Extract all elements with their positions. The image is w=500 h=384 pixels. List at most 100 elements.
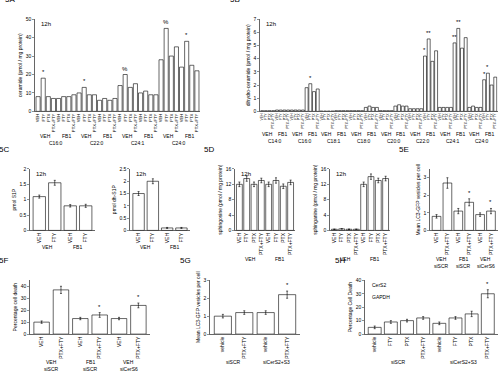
svg-text:FTY: FTY [82, 113, 87, 121]
svg-text:PTX+FTY: PTX+FTY [287, 232, 293, 255]
svg-text:VEH: VEH [438, 113, 442, 121]
svg-text:1: 1 [24, 196, 27, 202]
svg-text:PTX+FTY: PTX+FTY [493, 113, 497, 129]
svg-text:PTX: PTX [401, 113, 405, 120]
svg-text:PTX+FTY: PTX+FTY [382, 232, 388, 255]
svg-text:0: 0 [124, 227, 127, 233]
svg-text:PTX+FTY: PTX+FTY [420, 336, 426, 359]
svg-text:FTY: FTY [338, 232, 344, 242]
svg-text:VEH: VEH [436, 256, 447, 262]
svg-text:PTX: PTX [342, 113, 346, 120]
svg-text:pmol dh-S1P: pmol dh-S1P [111, 185, 117, 215]
svg-text:FTY: FTY [102, 113, 107, 121]
svg-text:**: ** [452, 34, 457, 40]
svg-text:PTX: PTX [357, 113, 361, 120]
svg-text:FTY: FTY [41, 113, 46, 121]
svg-text:FTY: FTY [51, 232, 57, 242]
svg-text:40: 40 [26, 34, 32, 40]
svg-text:FTY: FTY [243, 232, 249, 242]
svg-text:vehicle: vehicle [262, 336, 268, 352]
svg-text:12h: 12h [266, 21, 276, 27]
svg-text:PTX+FTY: PTX+FTY [271, 113, 275, 129]
svg-text:3: 3 [424, 174, 427, 180]
svg-text:FTY: FTY [178, 232, 184, 242]
svg-text:PTX+FTY: PTX+FTY [449, 113, 453, 129]
svg-text:PTX+FTY: PTX+FTY [345, 113, 349, 129]
svg-text:PTX: PTX [460, 113, 464, 120]
svg-text:PTX: PTX [283, 113, 287, 120]
svg-text:4: 4 [254, 55, 257, 61]
svg-text:VEH: VEH [46, 359, 57, 365]
svg-text:FTY: FTY [397, 113, 401, 120]
svg-text:*: * [486, 281, 489, 287]
svg-text:VEH: VEH [334, 113, 338, 121]
svg-text:FTY: FTY [273, 232, 279, 242]
svg-text:16: 16 [321, 166, 327, 172]
svg-text:sphinganine (pmol / mg protein: sphinganine (pmol / mg protein) [312, 164, 318, 235]
svg-text:siCerS2+S3: siCerS2+S3 [450, 359, 477, 365]
svg-text:FB1: FB1 [170, 244, 179, 250]
svg-text:siSCR: siSCR [456, 263, 471, 269]
svg-text:PTX: PTX [375, 232, 381, 242]
svg-text:FTY: FTY [61, 113, 66, 121]
svg-text:FTY: FTY [412, 113, 416, 120]
svg-text:20: 20 [26, 71, 32, 77]
svg-text:VEH: VEH [76, 114, 81, 123]
svg-text:*: * [42, 69, 45, 75]
svg-text:12h: 12h [336, 171, 346, 177]
svg-text:C18:1: C18:1 [327, 138, 341, 144]
svg-text:0: 0 [424, 227, 427, 233]
svg-text:2: 2 [204, 295, 207, 301]
svg-text:PTX: PTX [445, 113, 449, 120]
svg-text:Percentage Cell Death: Percentage Cell Death [347, 282, 353, 333]
svg-text:PTX+FTY: PTX+FTY [133, 113, 138, 132]
svg-text:2: 2 [254, 82, 257, 88]
svg-text:PTX: PTX [107, 113, 112, 121]
svg-text:PTX: PTX [346, 232, 352, 242]
svg-text:5A: 5A [5, 0, 15, 4]
svg-text:0: 0 [204, 331, 207, 337]
svg-text:10: 10 [26, 90, 32, 96]
svg-text:vehicle: vehicle [436, 336, 442, 352]
svg-text:siSCR: siSCR [391, 359, 406, 365]
svg-text:PTX+FTY: PTX+FTY [353, 232, 359, 255]
svg-text:FTY: FTY [308, 113, 312, 120]
svg-text:VEH: VEH [245, 256, 256, 262]
svg-text:FB1: FB1 [456, 131, 465, 137]
svg-text:0: 0 [24, 227, 27, 233]
svg-text:VEH: VEH [158, 114, 163, 123]
svg-text:VEH: VEH [40, 133, 51, 139]
svg-text:FTY: FTY [323, 113, 327, 120]
svg-text:PTX: PTX [468, 336, 474, 346]
svg-text:*: * [185, 32, 188, 38]
svg-text:FTY: FTY [486, 113, 490, 120]
svg-text:FTY: FTY [123, 113, 128, 121]
svg-text:PTX+FTY: PTX+FTY [479, 113, 483, 129]
svg-text:FB1: FB1 [485, 131, 494, 137]
svg-text:30: 30 [356, 291, 362, 297]
svg-text:8: 8 [324, 196, 327, 202]
svg-text:12: 12 [321, 181, 327, 187]
svg-text:FB1: FB1 [370, 256, 379, 262]
svg-text:2.5: 2.5 [119, 166, 126, 172]
svg-text:FB1: FB1 [275, 256, 284, 262]
svg-text:**: ** [456, 19, 461, 25]
svg-text:FTY: FTY [427, 113, 431, 120]
svg-text:FB1: FB1 [308, 131, 317, 137]
svg-text:VEH: VEH [138, 114, 143, 123]
svg-text:FTY: FTY [82, 232, 88, 242]
svg-text:VEH: VEH [236, 233, 242, 244]
svg-text:siSCR: siSCR [226, 359, 241, 365]
svg-text:50: 50 [26, 16, 32, 22]
svg-text:C24:0: C24:0 [475, 138, 489, 144]
svg-text:PTX: PTX [386, 113, 390, 120]
svg-text:C24:1: C24:1 [446, 138, 460, 144]
svg-text:PTX+FTY: PTX+FTY [444, 232, 450, 255]
svg-text:VEH: VEH [349, 113, 353, 121]
svg-text:VEH: VEH [123, 359, 134, 365]
svg-text:PTX+FTY: PTX+FTY [241, 336, 247, 359]
svg-text:3: 3 [254, 69, 257, 75]
svg-text:FTY: FTY [442, 113, 446, 120]
svg-text:0: 0 [24, 331, 27, 337]
svg-text:siCerS6: siCerS6 [120, 366, 138, 372]
